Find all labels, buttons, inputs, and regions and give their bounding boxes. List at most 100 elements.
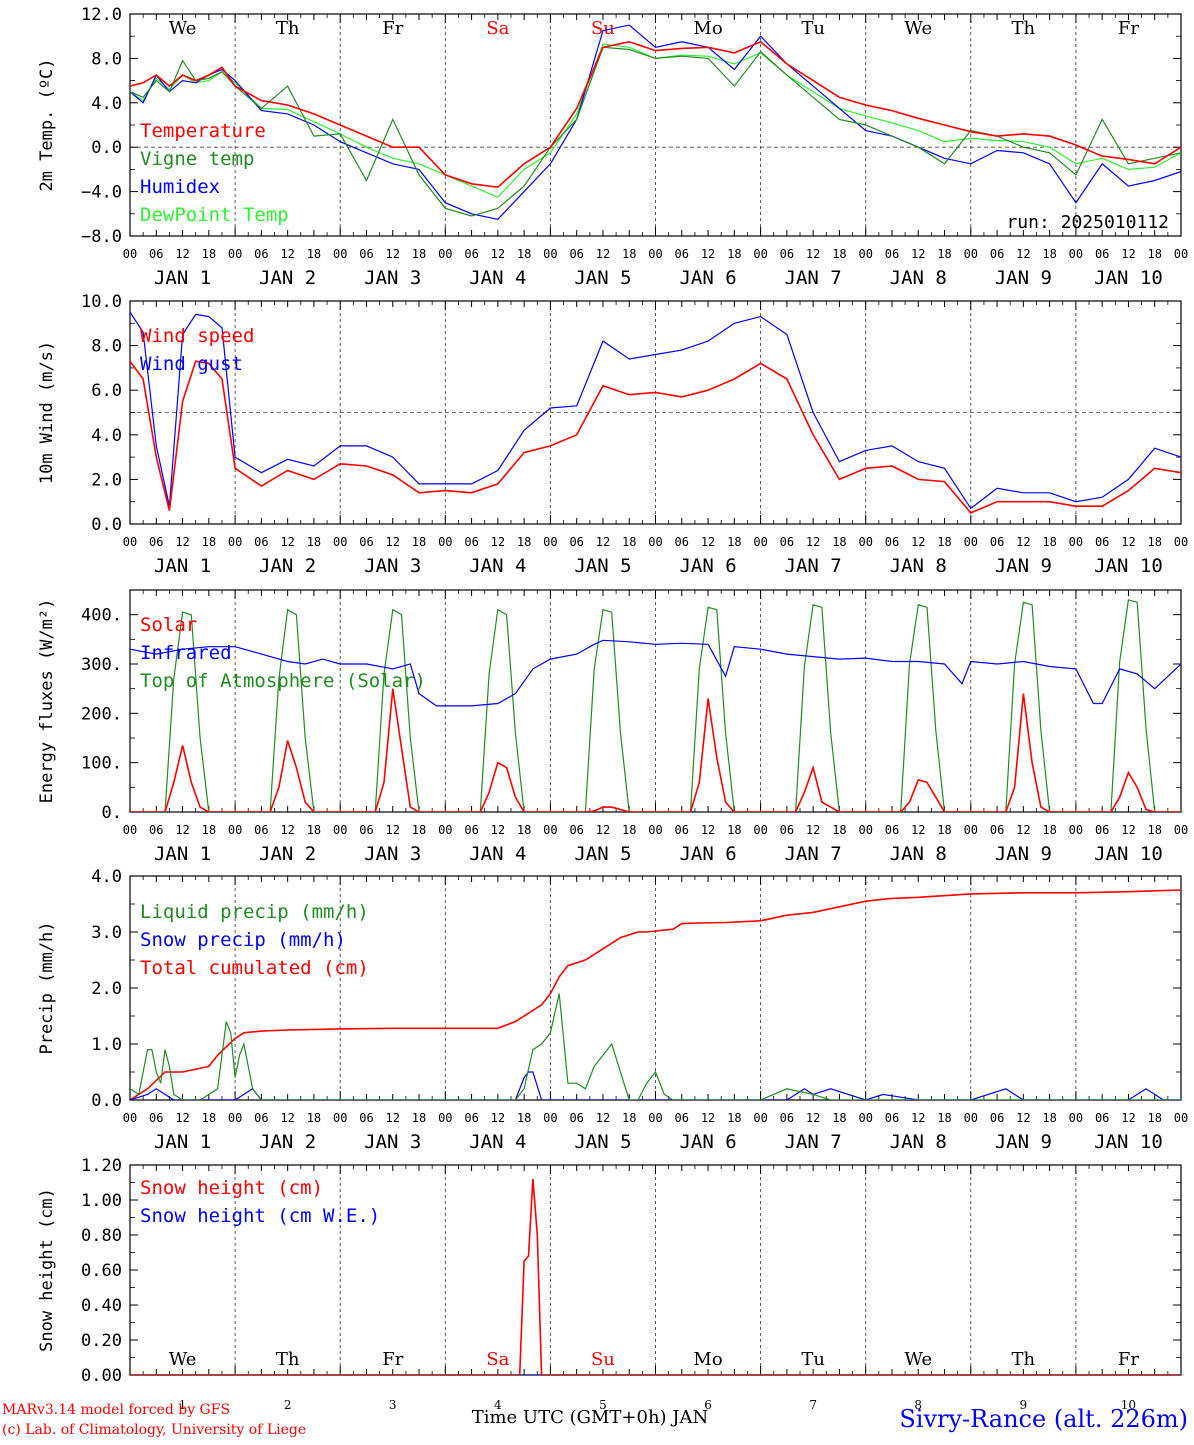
x-hour-label: 06 xyxy=(1095,535,1109,549)
legend-entry: Total cumulated (cm) xyxy=(140,957,369,979)
x-hour-label: 06 xyxy=(149,535,163,549)
series-line-snow-precip-mm-h xyxy=(130,1071,1181,1100)
x-hour-label: 06 xyxy=(569,247,583,261)
y-tick-label: 1.00 xyxy=(81,1191,122,1211)
x-hour-label: 00 xyxy=(648,823,662,837)
legend-entry: Liquid precip (mm/h) xyxy=(140,901,369,923)
model-credit: MARv3.14 model forced by GFS xyxy=(2,1402,230,1418)
x-hour-label: 18 xyxy=(727,823,741,837)
x-hour-label: 00 xyxy=(753,823,767,837)
weekday-label: Tu xyxy=(801,18,825,39)
x-hour-label: 00 xyxy=(1174,823,1188,837)
x-hour-label: 18 xyxy=(412,535,426,549)
x-hour-label: 00 xyxy=(333,247,347,261)
x-hour-label: 18 xyxy=(727,247,741,261)
y-tick-label: 100. xyxy=(81,754,122,774)
x-hour-label: 06 xyxy=(990,535,1004,549)
weekday-label: Sa xyxy=(486,1349,509,1370)
x-hour-label: 00 xyxy=(438,1111,452,1125)
x-date-label: JAN 8 xyxy=(890,1131,947,1153)
x-hour-label: 06 xyxy=(464,247,478,261)
y-tick-label: 4.0 xyxy=(91,867,122,887)
weekday-label: Su xyxy=(591,1349,615,1370)
x-hour-label: 06 xyxy=(359,823,373,837)
x-hour-label: 12 xyxy=(386,823,400,837)
x-hour-label: 06 xyxy=(885,247,899,261)
x-hour-label: 18 xyxy=(307,535,321,549)
x-hour-label: 12 xyxy=(1016,247,1030,261)
x-hour-label: 00 xyxy=(123,1111,137,1125)
weekday-label: Fr xyxy=(1118,1349,1139,1370)
x-hour-label: 06 xyxy=(359,535,373,549)
x-hour-label: 06 xyxy=(149,247,163,261)
weekday-label: Mo xyxy=(693,18,722,39)
x-hour-label: 12 xyxy=(911,247,925,261)
x-date-label: JAN 9 xyxy=(995,555,1052,577)
x-hour-label: 00 xyxy=(753,1111,767,1125)
panel-2: 00 06 12 18 JAN 1 00 06 12 18 JAN 2 00 06 12 18 JAN 3 0… xyxy=(37,292,1188,577)
x-hour-label: 12 xyxy=(806,1111,820,1125)
x-hour-label: 18 xyxy=(202,1111,216,1125)
y-tick-label: 8.0 xyxy=(91,337,122,357)
series-line-snow-height-cm xyxy=(130,1178,1181,1375)
x-hour-label: 00 xyxy=(228,1111,242,1125)
x-date-label: JAN 3 xyxy=(364,555,421,577)
x-hour-label: 18 xyxy=(1147,247,1161,261)
x-hour-label: 00 xyxy=(964,247,978,261)
series-line-dewpoint-temp xyxy=(130,43,1181,198)
x-hour-label: 00 xyxy=(1069,1111,1083,1125)
x-day-number: 4 xyxy=(494,1398,502,1412)
x-hour-label: 06 xyxy=(780,823,794,837)
x-day-number: 3 xyxy=(389,1398,397,1412)
x-day-number: 6 xyxy=(704,1398,712,1412)
y-tick-label: 0.0 xyxy=(91,138,122,158)
x-hour-label: 06 xyxy=(990,1111,1004,1125)
series-line-total-cumulated-cm xyxy=(130,889,1181,1100)
x-date-label: JAN 10 xyxy=(1094,555,1163,577)
x-hour-label: 18 xyxy=(412,823,426,837)
x-hour-label: 00 xyxy=(1069,535,1083,549)
x-hour-label: 06 xyxy=(569,823,583,837)
x-hour-label: 18 xyxy=(517,1111,531,1125)
x-hour-label: 18 xyxy=(937,247,951,261)
x-hour-label: 18 xyxy=(1147,535,1161,549)
run-annotation: run: 2025010112 xyxy=(1006,212,1169,233)
series-line-infrared xyxy=(130,639,1181,707)
x-hour-label: 18 xyxy=(307,1111,321,1125)
x-hour-label: 00 xyxy=(333,535,347,549)
x-hour-label: 00 xyxy=(858,535,872,549)
x-hour-label: 18 xyxy=(622,247,636,261)
x-hour-label: 12 xyxy=(280,823,294,837)
x-hour-label: 06 xyxy=(464,1111,478,1125)
x-hour-label: 18 xyxy=(622,535,636,549)
legend-entry: Humidex xyxy=(140,176,220,198)
x-hour-label: 06 xyxy=(149,823,163,837)
x-hour-label: 06 xyxy=(780,1111,794,1125)
x-hour-label: 18 xyxy=(202,823,216,837)
x-hour-label: 18 xyxy=(1147,1111,1161,1125)
y-tick-label: 0.80 xyxy=(81,1226,122,1246)
x-hour-label: 06 xyxy=(675,247,689,261)
y-tick-label: 1.0 xyxy=(91,1035,122,1055)
x-hour-label: 00 xyxy=(123,535,137,549)
legend-entry: Top of Atmosphere (Solar) xyxy=(140,670,426,692)
x-hour-label: 18 xyxy=(622,1111,636,1125)
x-hour-label: 00 xyxy=(648,535,662,549)
x-hour-label: 12 xyxy=(596,535,610,549)
x-hour-label: 00 xyxy=(438,247,452,261)
x-hour-label: 12 xyxy=(1121,535,1135,549)
legend-entry: Temperature xyxy=(140,120,266,142)
lab-credit: (c) Lab. of Climatology, University of L… xyxy=(2,1422,306,1438)
x-hour-label: 06 xyxy=(990,247,1004,261)
x-date-label: JAN 5 xyxy=(574,1131,631,1153)
x-date-label: JAN 4 xyxy=(469,555,526,577)
x-date-label: JAN 3 xyxy=(364,843,421,865)
y-tick-label: 8.0 xyxy=(91,49,122,69)
x-date-label: JAN 2 xyxy=(259,555,316,577)
x-hour-label: 00 xyxy=(438,535,452,549)
x-day-number: 9 xyxy=(1020,1398,1028,1412)
x-hour-label: 18 xyxy=(622,823,636,837)
legend-entry: Wind speed xyxy=(140,325,254,347)
x-date-label: JAN 7 xyxy=(785,555,842,577)
